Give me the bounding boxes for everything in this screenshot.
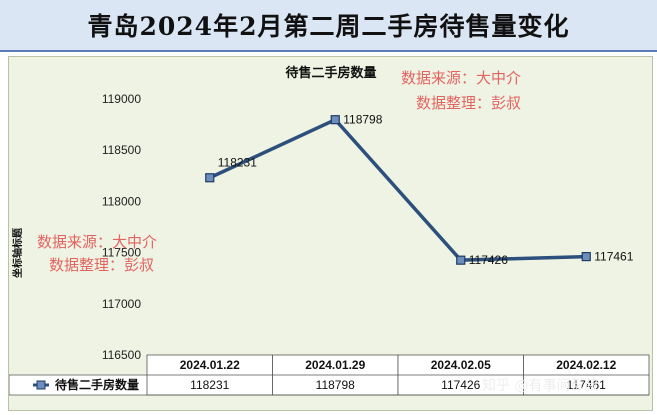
y-tick-label: 117500	[102, 246, 141, 260]
y-tick-label: 117000	[102, 297, 141, 311]
x-tick-label: 2024.02.12	[556, 358, 616, 372]
y-tick-label: 118500	[102, 143, 141, 157]
data-label: 118231	[218, 156, 257, 170]
data-point	[581, 251, 591, 262]
table-value: 117461	[567, 378, 606, 392]
watermark-author: 数据整理：彭叔	[49, 256, 154, 274]
legend-marker	[36, 380, 46, 390]
legend-series-name: 待售二手房数量	[55, 377, 139, 392]
page-title: 青岛2024年2月第二周二手房待售量变化	[87, 12, 570, 41]
chart-title: 待售二手房数量	[284, 65, 376, 81]
data-label: 118798	[343, 113, 382, 127]
table-value: 117426	[441, 378, 480, 392]
chart: 待售二手房数量坐标轴标题1165001170001175001180001185…	[9, 65, 650, 396]
watermark-source: 数据来源：大中介	[401, 69, 521, 87]
table-legend-cell	[9, 375, 147, 395]
table-value: 118798	[316, 378, 355, 392]
data-point	[330, 115, 340, 125]
series-line	[209, 117, 587, 262]
title-banner: 青岛2024年2月第二周二手房待售量变化	[0, 0, 657, 52]
x-tick-label: 2024.01.22	[180, 358, 240, 372]
footer-watermark: 知乎 @有事问彭叔	[482, 377, 598, 394]
x-tick-label: 2024.01.29	[305, 358, 365, 372]
watermark-author: 数据整理：彭叔	[416, 94, 521, 112]
data-point	[456, 255, 466, 265]
data-point	[205, 173, 215, 183]
y-tick-label: 118000	[102, 194, 141, 208]
y-tick-label: 119000	[102, 92, 141, 106]
x-tick-label: 2024.02.05	[431, 358, 491, 372]
watermark-source: 数据来源：大中介	[37, 233, 157, 251]
table-value: 118231	[190, 378, 229, 392]
data-label: 117426	[469, 253, 508, 267]
y-tick-label: 116500	[102, 348, 141, 362]
data-label: 117461	[594, 250, 633, 264]
y-axis-title: 坐标轴标题	[11, 227, 24, 278]
chart-panel: 待售二手房数量 坐标轴标题 116500 117000 117500 118000 1185…	[8, 56, 653, 411]
